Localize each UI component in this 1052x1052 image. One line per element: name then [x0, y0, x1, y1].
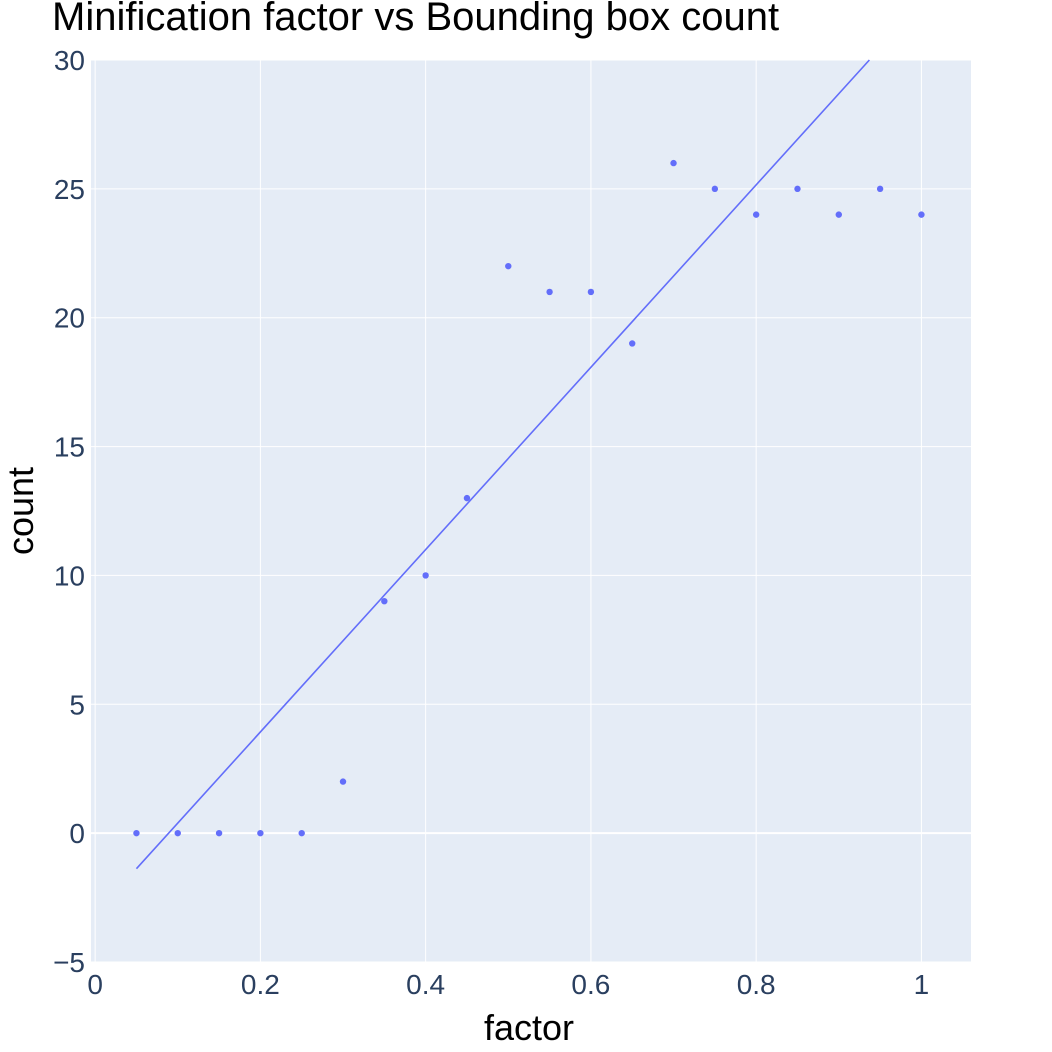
data-point [422, 572, 428, 578]
y-tick-label: 5 [69, 689, 85, 720]
y-tick-label: −5 [53, 947, 85, 978]
y-axis-title: count [0, 467, 41, 555]
x-tick-label: 0 [87, 969, 103, 1000]
data-point [918, 211, 924, 217]
y-tick-label: 0 [69, 818, 85, 849]
data-point [546, 289, 552, 295]
data-point [299, 830, 305, 836]
data-point [464, 495, 470, 501]
data-point [877, 186, 883, 192]
y-tick-label: 25 [54, 174, 85, 205]
chart-title: Minification factor vs Bounding box coun… [52, 0, 779, 39]
data-point [175, 830, 181, 836]
x-tick-label: 0.4 [406, 969, 445, 1000]
data-point [712, 186, 718, 192]
data-point [836, 211, 842, 217]
y-tick-label: 10 [54, 560, 85, 591]
x-tick-label: 0.6 [571, 969, 610, 1000]
x-axis-ticks: 0 0.2 0.4 0.6 0.8 1 [87, 969, 929, 1000]
data-point [794, 186, 800, 192]
data-point [381, 598, 387, 604]
data-point [257, 830, 263, 836]
x-tick-label: 0.8 [737, 969, 776, 1000]
plot-area [91, 60, 971, 962]
data-point [629, 340, 635, 346]
y-axis-ticks: −5 0 5 10 15 20 25 30 [53, 45, 85, 978]
x-axis-title: factor [484, 1007, 574, 1048]
data-point [588, 289, 594, 295]
y-tick-label: 20 [54, 303, 85, 334]
x-tick-label: 0.2 [241, 969, 280, 1000]
y-tick-label: 15 [54, 432, 85, 463]
data-point [216, 830, 222, 836]
x-tick-label: 1 [914, 969, 930, 1000]
data-point [670, 160, 676, 166]
data-point [753, 211, 759, 217]
data-point [133, 830, 139, 836]
data-point [340, 778, 346, 784]
y-tick-label: 30 [54, 45, 85, 76]
data-point [505, 263, 511, 269]
